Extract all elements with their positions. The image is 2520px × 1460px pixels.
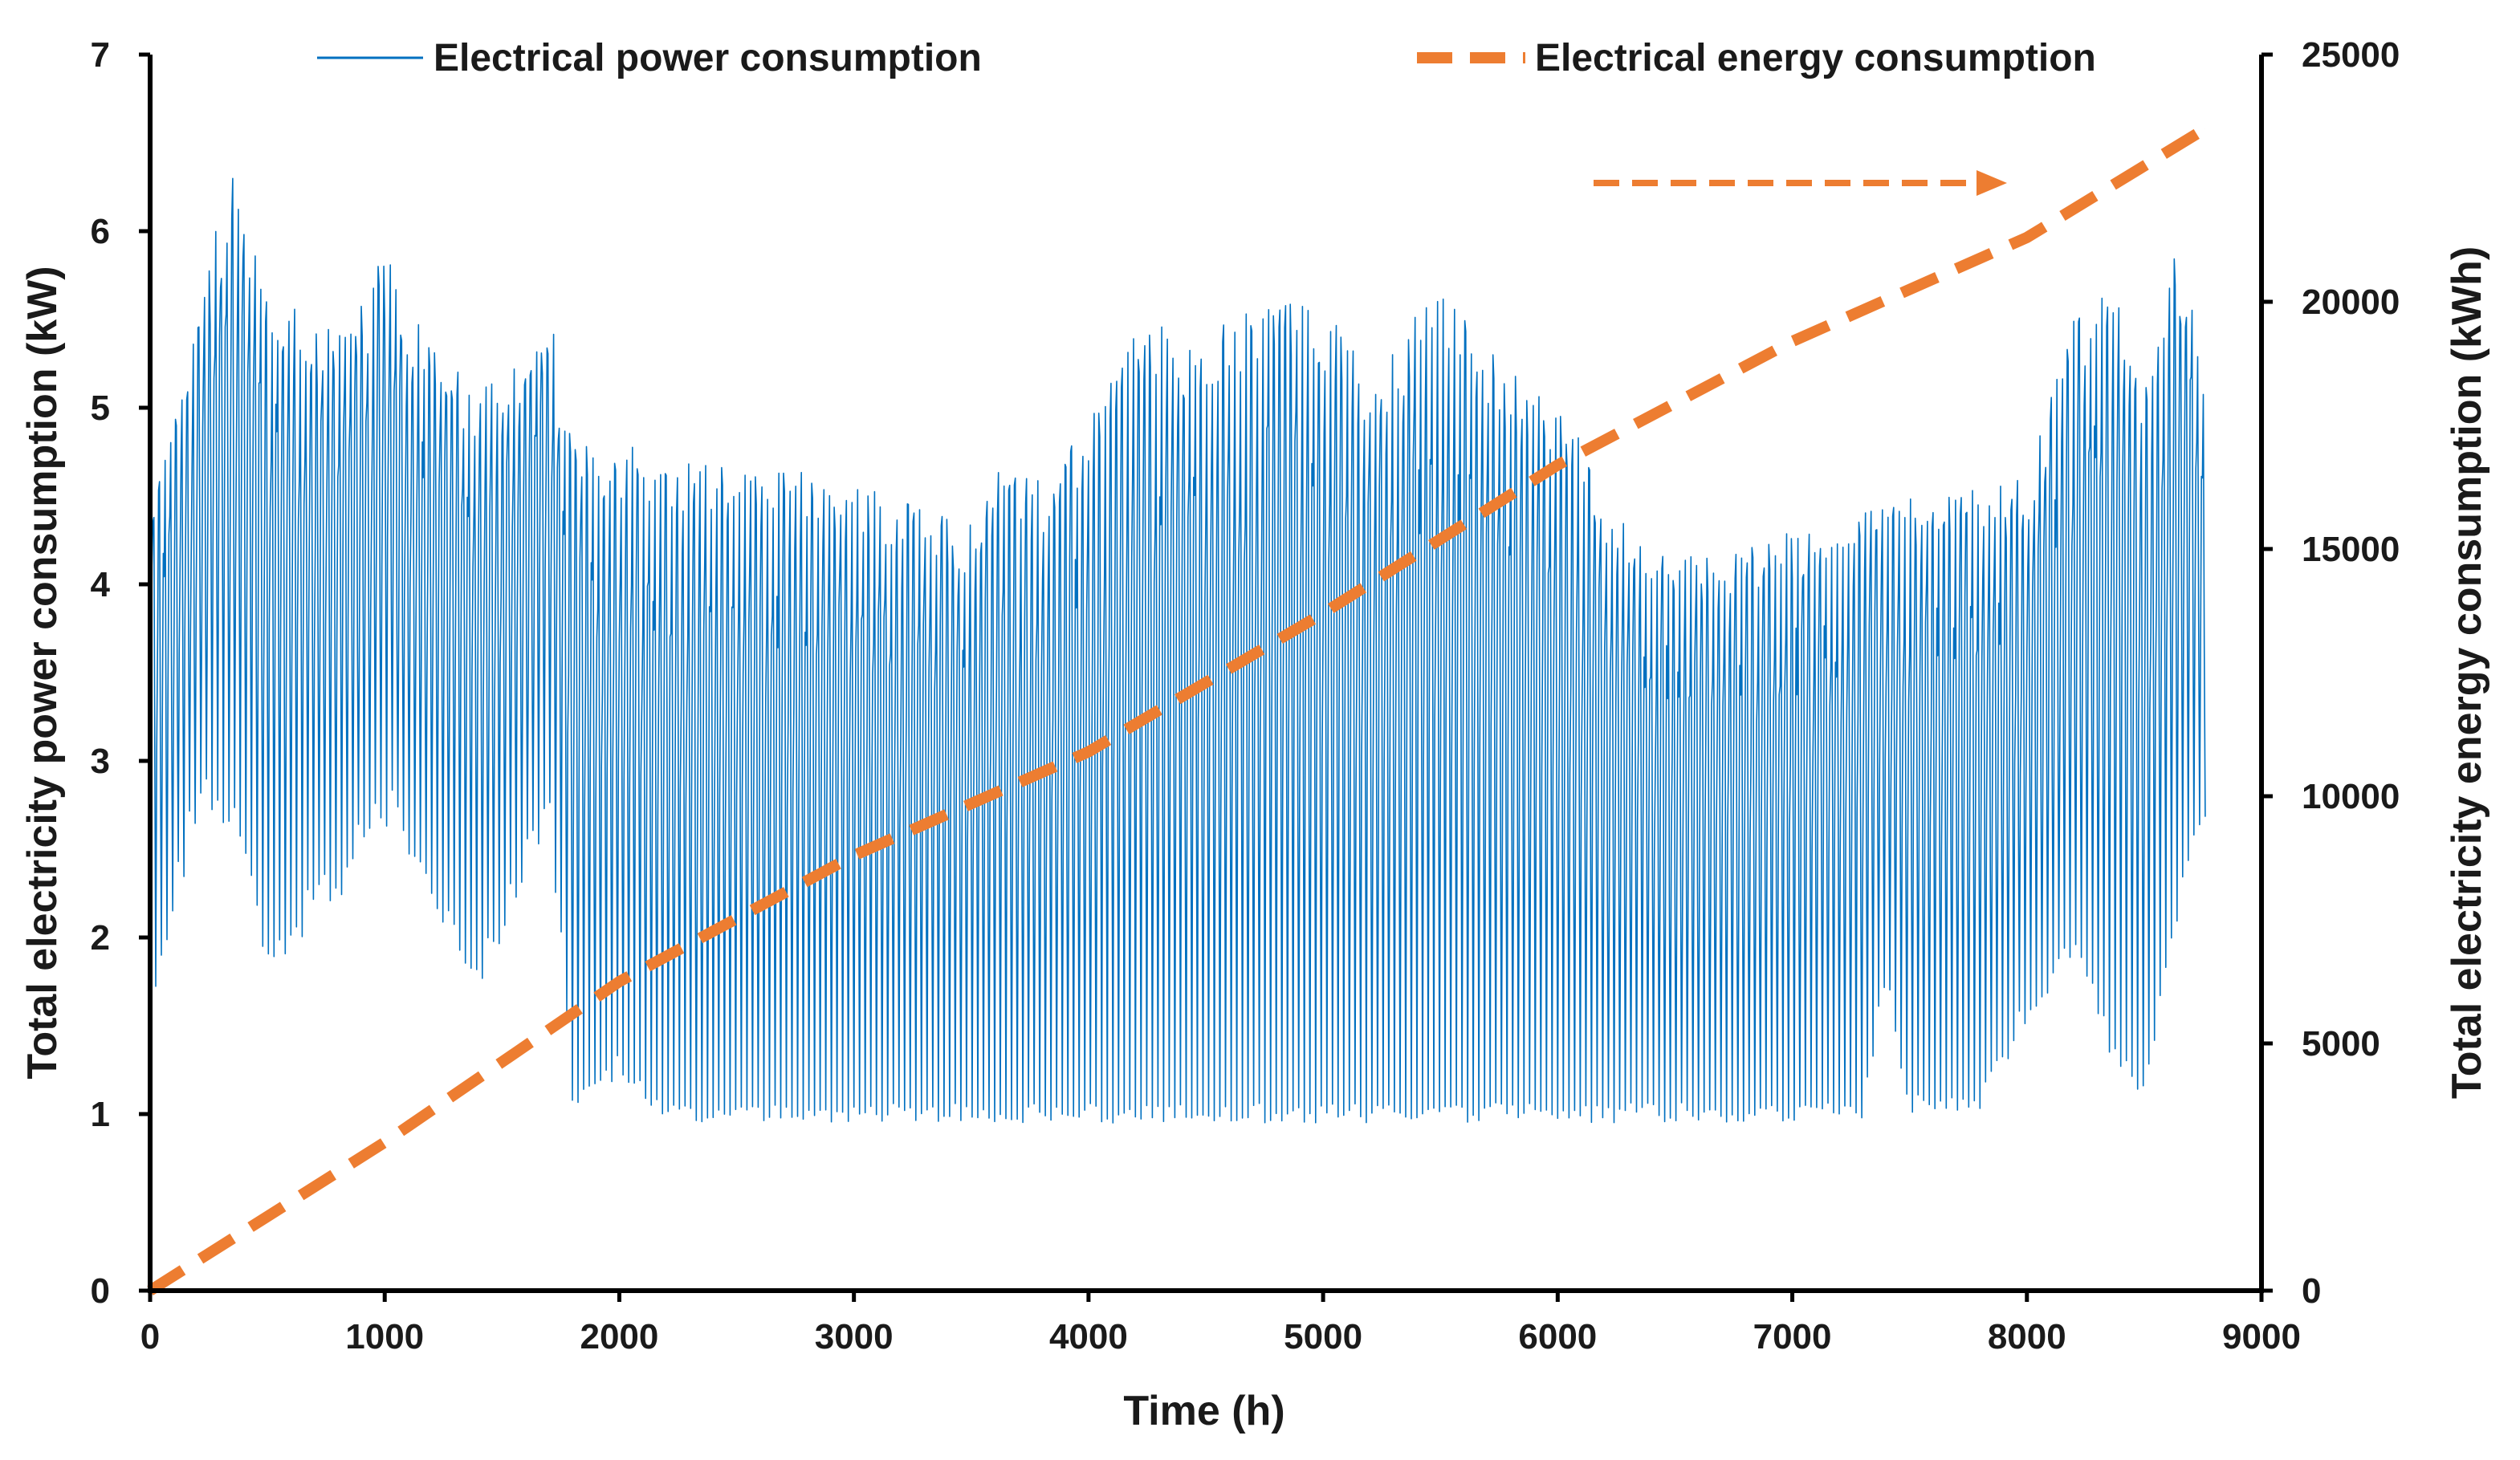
x-tick-label: 8000	[1988, 1317, 2066, 1356]
x-tick-label: 7000	[1753, 1317, 1832, 1356]
x-tick-label: 3000	[815, 1317, 894, 1356]
y-left-tick-label: 3	[91, 742, 110, 781]
y-right-tick-label: 15000	[2302, 530, 2400, 569]
y-left-tick-label: 5	[91, 388, 110, 428]
x-tick-label: 6000	[1518, 1317, 1597, 1356]
y-right-tick-label: 0	[2302, 1271, 2321, 1311]
x-tick-label: 4000	[1049, 1317, 1128, 1356]
y-right-axis-title: Total electricity energy consumption (kW…	[2444, 246, 2490, 1099]
x-axis-title: Time (h)	[1123, 1388, 1284, 1434]
x-tick-label: 1000	[345, 1317, 424, 1356]
legend-label-energy: Electrical energy consumption	[1535, 37, 2096, 79]
y-left-ticks: 0 1 2 3 4 5 6 7	[91, 35, 150, 1311]
x-tick-label: 5000	[1284, 1317, 1362, 1356]
y-left-tick-label: 2	[91, 918, 110, 958]
y-left-tick-label: 7	[91, 35, 110, 75]
right-axis-arrow-annotation	[1594, 170, 2007, 196]
y-right-ticks: 0 5000 10000 15000 20000 25000	[2261, 35, 2400, 1311]
y-right-tick-label: 10000	[2302, 777, 2400, 816]
energy-series	[147, 124, 2209, 1295]
x-tick-label: 0	[140, 1317, 160, 1356]
y-left-tick-label: 1	[91, 1095, 110, 1134]
x-tick-label: 2000	[580, 1317, 658, 1356]
x-ticks: 0 1000 2000 3000 4000 5000 6000 7000 8000 9000	[140, 1291, 2301, 1356]
power-series-line	[149, 177, 2206, 1124]
power-series	[149, 177, 2206, 1124]
legend: Electrical power consumption Electrical …	[317, 37, 2096, 79]
y-right-tick-label: 5000	[2302, 1024, 2380, 1063]
y-left-tick-label: 6	[91, 212, 110, 251]
energy-series-line	[147, 124, 2209, 1295]
x-tick-label: 9000	[2222, 1317, 2301, 1356]
y-left-axis-title: Total electricity power consumption (kW)	[19, 266, 66, 1079]
y-right-tick-label: 20000	[2302, 283, 2400, 322]
y-left-tick-label: 4	[91, 565, 111, 604]
y-right-tick-label: 25000	[2302, 35, 2400, 75]
y-left-tick-label: 0	[91, 1271, 110, 1311]
legend-label-power: Electrical power consumption	[434, 37, 982, 79]
arrow-head	[1977, 170, 2007, 196]
